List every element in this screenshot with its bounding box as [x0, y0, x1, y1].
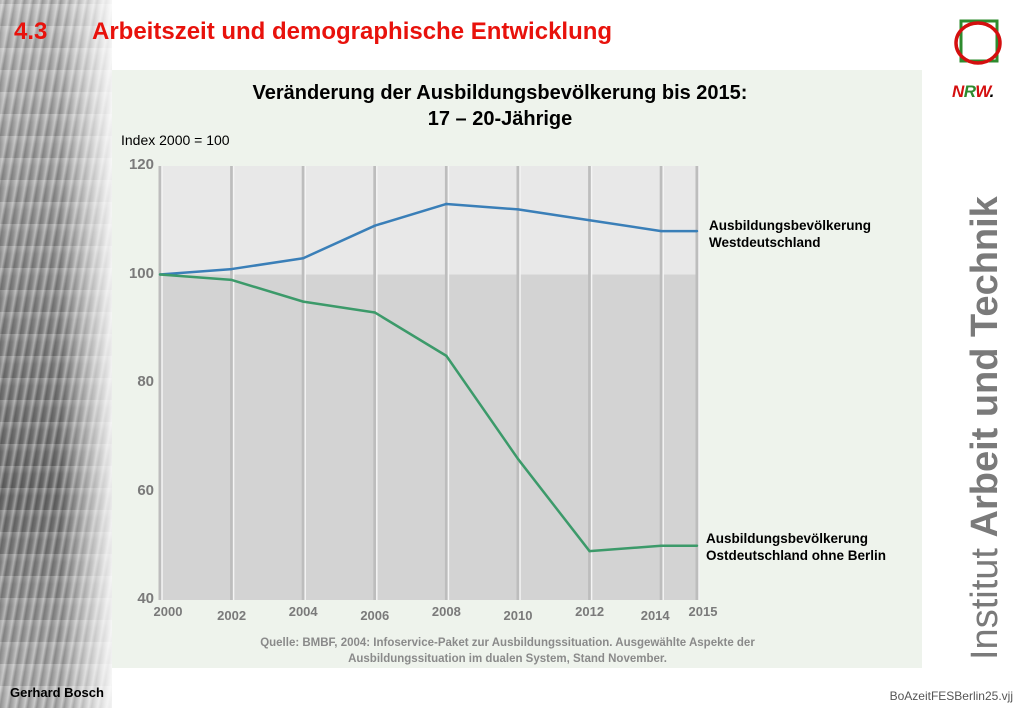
data-point — [302, 257, 305, 260]
logo-r: R — [963, 82, 976, 101]
data-point — [588, 549, 591, 553]
series-label-west-line1: Ausbildungsbevölkerung — [709, 218, 872, 233]
x-tick-label: 2015 — [688, 604, 718, 619]
page-title: Arbeitszeit und demographische Entwicklu… — [92, 18, 613, 45]
nrw-logo-text: NRW. — [952, 82, 994, 102]
series-label-east-line2: Ostdeutschland ohne Berlin — [706, 548, 887, 563]
series-label-west: Ausbildungsbevölkerung Westdeutschland — [709, 217, 871, 251]
data-point — [516, 208, 520, 211]
x-tick-label: 2014 — [640, 608, 670, 623]
source-note: Quelle: BMBF, 2004: Infoservice-Paket zu… — [200, 635, 815, 667]
x-tick-label: 2010 — [503, 608, 533, 623]
author: Gerhard Bosch — [10, 685, 104, 700]
x-tick-label: 2012 — [575, 604, 605, 619]
data-point — [516, 457, 520, 461]
x-tick-label: 2000 — [153, 604, 183, 619]
data-point — [158, 273, 162, 276]
logo-w: W — [975, 82, 990, 101]
x-tick-label: 2002 — [217, 608, 247, 623]
series-label-east-line1: Ausbildungsbevölkerung — [706, 531, 869, 546]
chart-title-line1: Veränderung der Ausbildungsbevölkerung b… — [252, 82, 748, 104]
nrw-logo-icon — [954, 19, 1002, 65]
data-point — [588, 219, 591, 222]
y-tick-label: 60 — [137, 481, 154, 499]
data-point — [695, 229, 699, 233]
data-point — [660, 544, 663, 547]
logo-n: N — [952, 82, 964, 101]
index-note: Index 2000 = 100 — [121, 132, 230, 148]
source-line2: Ausbildungssituation im dualen System, S… — [348, 653, 667, 665]
data-point — [373, 224, 376, 227]
x-tick-label: 2008 — [431, 604, 461, 619]
data-point — [445, 354, 448, 358]
photo-fade — [60, 0, 120, 708]
data-point — [230, 267, 233, 271]
y-tick-label: 120 — [128, 156, 154, 173]
y-tick-label: 40 — [137, 590, 154, 607]
data-point — [445, 202, 448, 206]
data-point — [373, 311, 376, 314]
y-tick-label: 80 — [137, 373, 154, 390]
chart-title: Veränderung der Ausbildungsbevölkerung b… — [112, 80, 888, 132]
data-point — [230, 278, 233, 282]
data-point — [302, 300, 305, 303]
source-line1: Quelle: BMBF, 2004: Infoservice-Paket zu… — [260, 637, 755, 649]
file-name: BoAzeitFESBerlin25.vjj — [889, 689, 1013, 703]
x-tick-label: 2004 — [288, 604, 318, 619]
series-label-east: Ausbildungsbevölkerung Ostdeutschland oh… — [706, 530, 886, 564]
chart-title-line2: 17 – 20-Jährige — [427, 108, 573, 130]
upper-band — [160, 166, 697, 275]
data-point — [695, 544, 699, 547]
lower-band — [160, 274, 697, 600]
y-tick-label: 100 — [128, 264, 154, 282]
section-number: 4.3 — [14, 18, 48, 45]
logo-dot: . — [989, 82, 995, 101]
x-tick-label: 2006 — [360, 608, 390, 623]
data-point — [660, 229, 663, 233]
series-label-west-line2: Westdeutschland — [709, 235, 821, 250]
